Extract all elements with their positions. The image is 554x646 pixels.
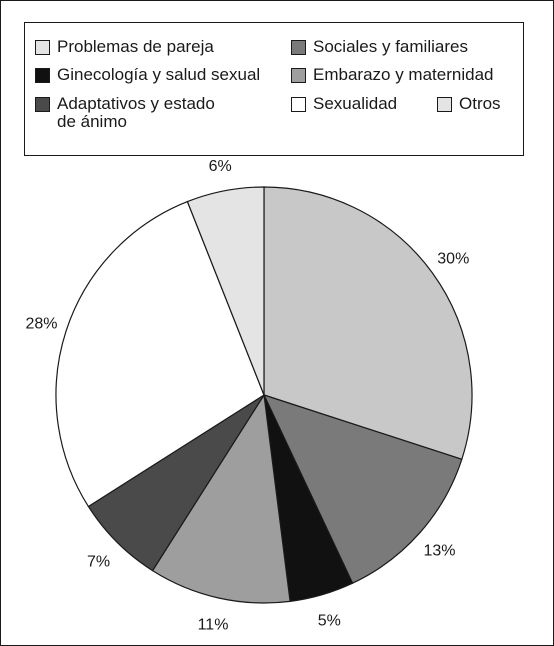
- legend-label: Problemas de pareja: [57, 37, 214, 56]
- legend-label: Ginecología y salud sexual: [57, 65, 261, 84]
- pie-value-label: 11%: [198, 616, 229, 633]
- legend: Problemas de pareja Sociales y familiare…: [24, 22, 524, 156]
- legend-label: Adaptativos y estado de ánimo: [57, 94, 215, 131]
- legend-label: Sexualidad: [313, 94, 398, 113]
- legend-item-ginecologia: Ginecología y salud sexual: [35, 66, 260, 84]
- legend-label: Sociales y familiares: [313, 37, 468, 56]
- pie-value-label: 28%: [25, 316, 57, 333]
- pie-slice: [55, 200, 265, 508]
- legend-item-problemas-de-pareja: Problemas de pareja: [35, 38, 214, 56]
- legend-swatch: [35, 97, 50, 112]
- legend-swatch: [437, 97, 452, 112]
- legend-swatch: [291, 97, 306, 112]
- pie-slice: [186, 186, 265, 396]
- legend-item-embarazo: Embarazo y maternidad: [291, 66, 493, 84]
- pie-value-label: 6%: [209, 158, 232, 175]
- pie-slice: [262, 394, 463, 584]
- legend-swatch: [35, 40, 50, 55]
- pie-value-label: 30%: [437, 251, 469, 268]
- pie-value-label: 5%: [318, 613, 341, 630]
- legend-item-adaptativos: Adaptativos y estado de ánimo: [35, 95, 215, 131]
- legend-item-sociales-y-familiares: Sociales y familiares: [291, 38, 468, 56]
- pie-value-label: 7%: [87, 554, 110, 571]
- pie-slice: [263, 186, 473, 461]
- legend-label: Otros: [459, 94, 501, 113]
- pie-slice: [151, 393, 291, 604]
- legend-item-sexualidad: Sexualidad: [291, 95, 397, 113]
- pie-slices: [55, 186, 473, 604]
- legend-swatch: [291, 40, 306, 55]
- legend-item-otros: Otros: [437, 95, 501, 113]
- pie-labels: 30% 13% 5% 11% 7% 28% 6%: [25, 158, 469, 633]
- legend-swatch: [291, 68, 306, 83]
- legend-swatch: [35, 68, 50, 83]
- pie-value-label: 13%: [423, 543, 455, 560]
- legend-label: Embarazo y maternidad: [313, 65, 494, 84]
